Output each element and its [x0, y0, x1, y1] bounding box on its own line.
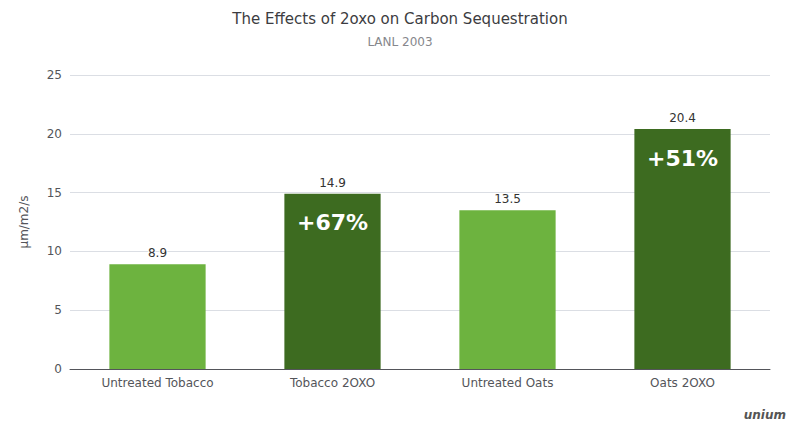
svg-text:20.4: 20.4 — [669, 111, 696, 125]
svg-text:LANL 2003: LANL 2003 — [367, 35, 432, 49]
svg-text:μm/m2/s: μm/m2/s — [17, 196, 31, 249]
svg-text:+51%: +51% — [647, 146, 718, 171]
svg-text:25: 25 — [47, 68, 62, 82]
svg-text:unium: unium — [744, 408, 786, 422]
svg-text:Oats 2OXO: Oats 2OXO — [650, 376, 715, 390]
svg-text:8.9: 8.9 — [148, 246, 167, 260]
svg-text:0: 0 — [54, 362, 62, 376]
svg-text:14.9: 14.9 — [319, 176, 346, 190]
svg-text:+67%: +67% — [297, 210, 368, 235]
svg-text:20: 20 — [47, 127, 62, 141]
svg-text:10: 10 — [47, 244, 62, 258]
svg-text:Untreated Oats: Untreated Oats — [462, 376, 554, 390]
svg-text:Tobacco 2OXO: Tobacco 2OXO — [289, 376, 375, 390]
svg-text:Untreated Tobacco: Untreated Tobacco — [101, 376, 213, 390]
svg-text:5: 5 — [54, 303, 62, 317]
svg-text:13.5: 13.5 — [494, 192, 521, 206]
svg-text:15: 15 — [47, 186, 62, 200]
svg-text:The Effects of 2oxo on Carbon: The Effects of 2oxo on Carbon Sequestrat… — [231, 10, 567, 28]
